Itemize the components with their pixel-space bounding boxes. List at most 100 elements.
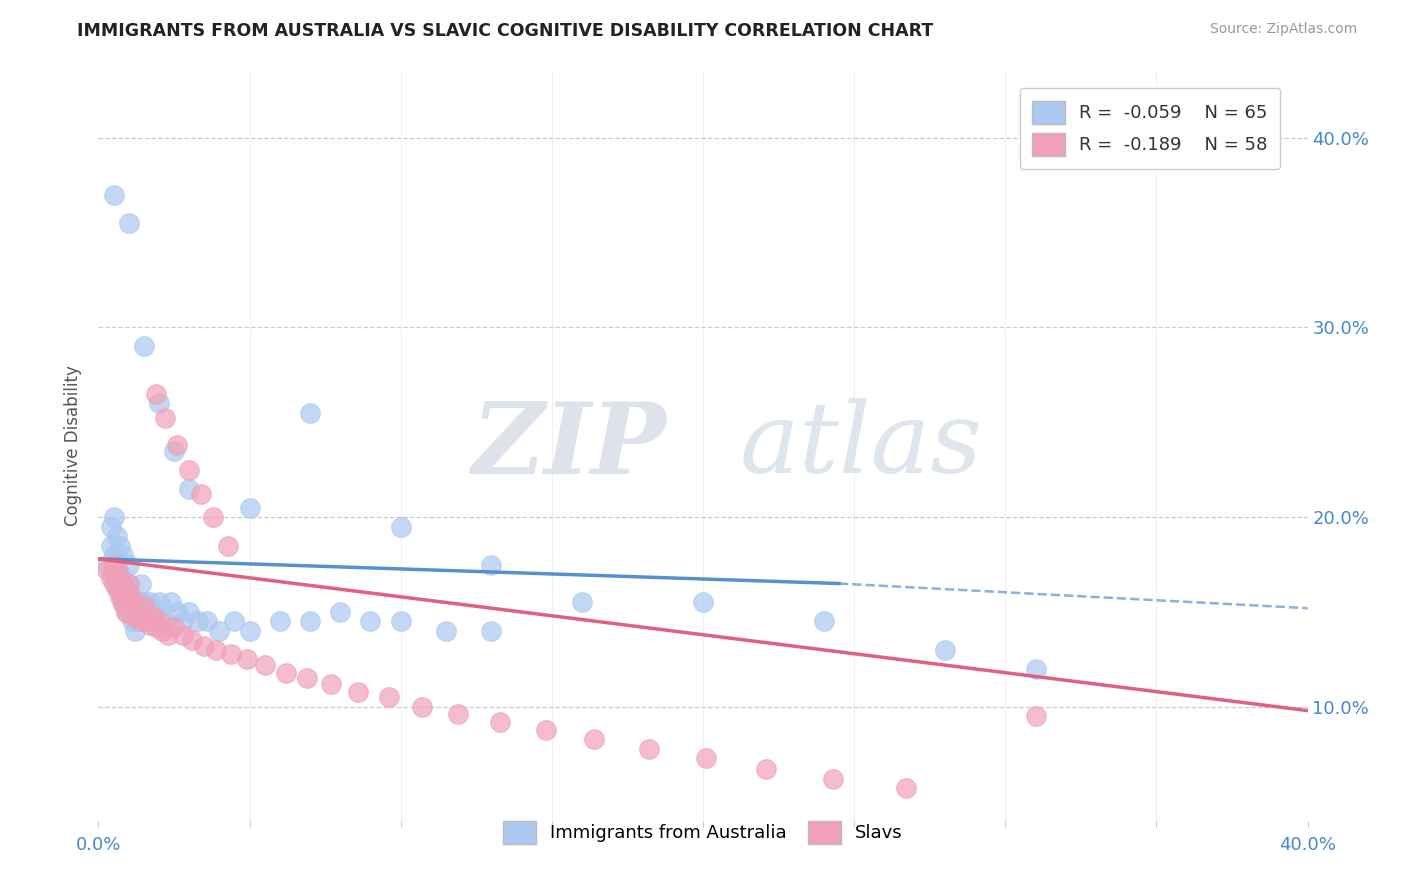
Point <box>172 615 194 629</box>
Point <box>934 643 956 657</box>
Point <box>389 615 412 629</box>
Point <box>329 605 352 619</box>
Point <box>163 620 186 634</box>
Point <box>96 563 118 577</box>
Point <box>695 751 717 765</box>
Point <box>195 615 218 629</box>
Point <box>139 618 162 632</box>
Point <box>179 463 201 477</box>
Point <box>481 624 503 638</box>
Point <box>148 396 170 410</box>
Point <box>103 548 125 562</box>
Y-axis label: Cognitive Disability: Cognitive Disability <box>65 366 83 526</box>
Point <box>447 707 470 722</box>
Point <box>295 672 318 686</box>
Point <box>481 558 503 572</box>
Point <box>153 615 176 629</box>
Point <box>1024 709 1046 723</box>
Point <box>208 624 231 638</box>
Point <box>187 615 209 629</box>
Point <box>111 576 134 591</box>
Point <box>124 605 146 619</box>
Point <box>132 339 155 353</box>
Point <box>111 595 134 609</box>
Point <box>96 558 118 572</box>
Point <box>114 605 136 619</box>
Point <box>127 608 149 623</box>
Text: 0.0%: 0.0% <box>76 836 121 854</box>
Point <box>166 438 188 452</box>
Point <box>108 571 131 585</box>
Point <box>583 732 606 747</box>
Point <box>111 578 134 592</box>
Point <box>221 647 243 661</box>
Point <box>127 595 149 609</box>
Point <box>347 684 370 698</box>
Point <box>114 586 136 600</box>
Point <box>813 615 835 629</box>
Text: Source: ZipAtlas.com: Source: ZipAtlas.com <box>1209 22 1357 37</box>
Point <box>389 519 412 533</box>
Point <box>105 529 128 543</box>
Point <box>108 590 131 604</box>
Text: ZIP: ZIP <box>472 398 666 494</box>
Point <box>118 558 141 572</box>
Point <box>571 595 593 609</box>
Legend: Immigrants from Australia, Slavs: Immigrants from Australia, Slavs <box>494 812 912 853</box>
Point <box>121 608 143 623</box>
Text: IMMIGRANTS FROM AUSTRALIA VS SLAVIC COGNITIVE DISABILITY CORRELATION CHART: IMMIGRANTS FROM AUSTRALIA VS SLAVIC COGN… <box>77 22 934 40</box>
Point <box>269 615 291 629</box>
Point <box>172 628 194 642</box>
Point <box>108 539 131 553</box>
Point <box>105 576 128 591</box>
Point <box>100 519 122 533</box>
Point <box>321 677 343 691</box>
Text: atlas: atlas <box>740 399 981 493</box>
Point <box>411 699 433 714</box>
Point <box>179 482 201 496</box>
Point <box>142 608 165 623</box>
Point <box>692 595 714 609</box>
Point <box>534 723 557 737</box>
Point <box>181 633 204 648</box>
Point <box>202 510 225 524</box>
Point <box>129 615 152 629</box>
Point <box>105 563 128 577</box>
Point <box>205 643 228 657</box>
Point <box>145 620 167 634</box>
Point <box>111 598 134 612</box>
Point <box>274 665 297 680</box>
Point <box>193 639 215 653</box>
Point <box>100 539 122 553</box>
Point <box>103 510 125 524</box>
Point <box>124 624 146 638</box>
Point <box>235 652 257 666</box>
Point <box>103 187 125 202</box>
Point <box>148 615 170 629</box>
Point <box>114 605 136 619</box>
Point <box>103 567 125 582</box>
Point <box>103 558 125 572</box>
Point <box>755 763 778 777</box>
Point <box>160 595 183 609</box>
Point <box>489 714 512 729</box>
Point <box>360 615 382 629</box>
Point <box>142 615 165 629</box>
Point <box>145 387 167 401</box>
Point <box>111 548 134 562</box>
Point <box>121 615 143 629</box>
Point <box>434 624 457 638</box>
Point <box>299 406 322 420</box>
Point <box>118 595 141 609</box>
Point <box>190 487 212 501</box>
Point <box>139 595 162 609</box>
Point <box>894 781 917 796</box>
Point <box>105 558 128 572</box>
Point <box>163 443 186 458</box>
Point <box>105 582 128 597</box>
Point <box>132 599 155 614</box>
Point <box>129 576 152 591</box>
Point <box>299 615 322 629</box>
Point <box>103 576 125 591</box>
Point <box>108 567 131 582</box>
